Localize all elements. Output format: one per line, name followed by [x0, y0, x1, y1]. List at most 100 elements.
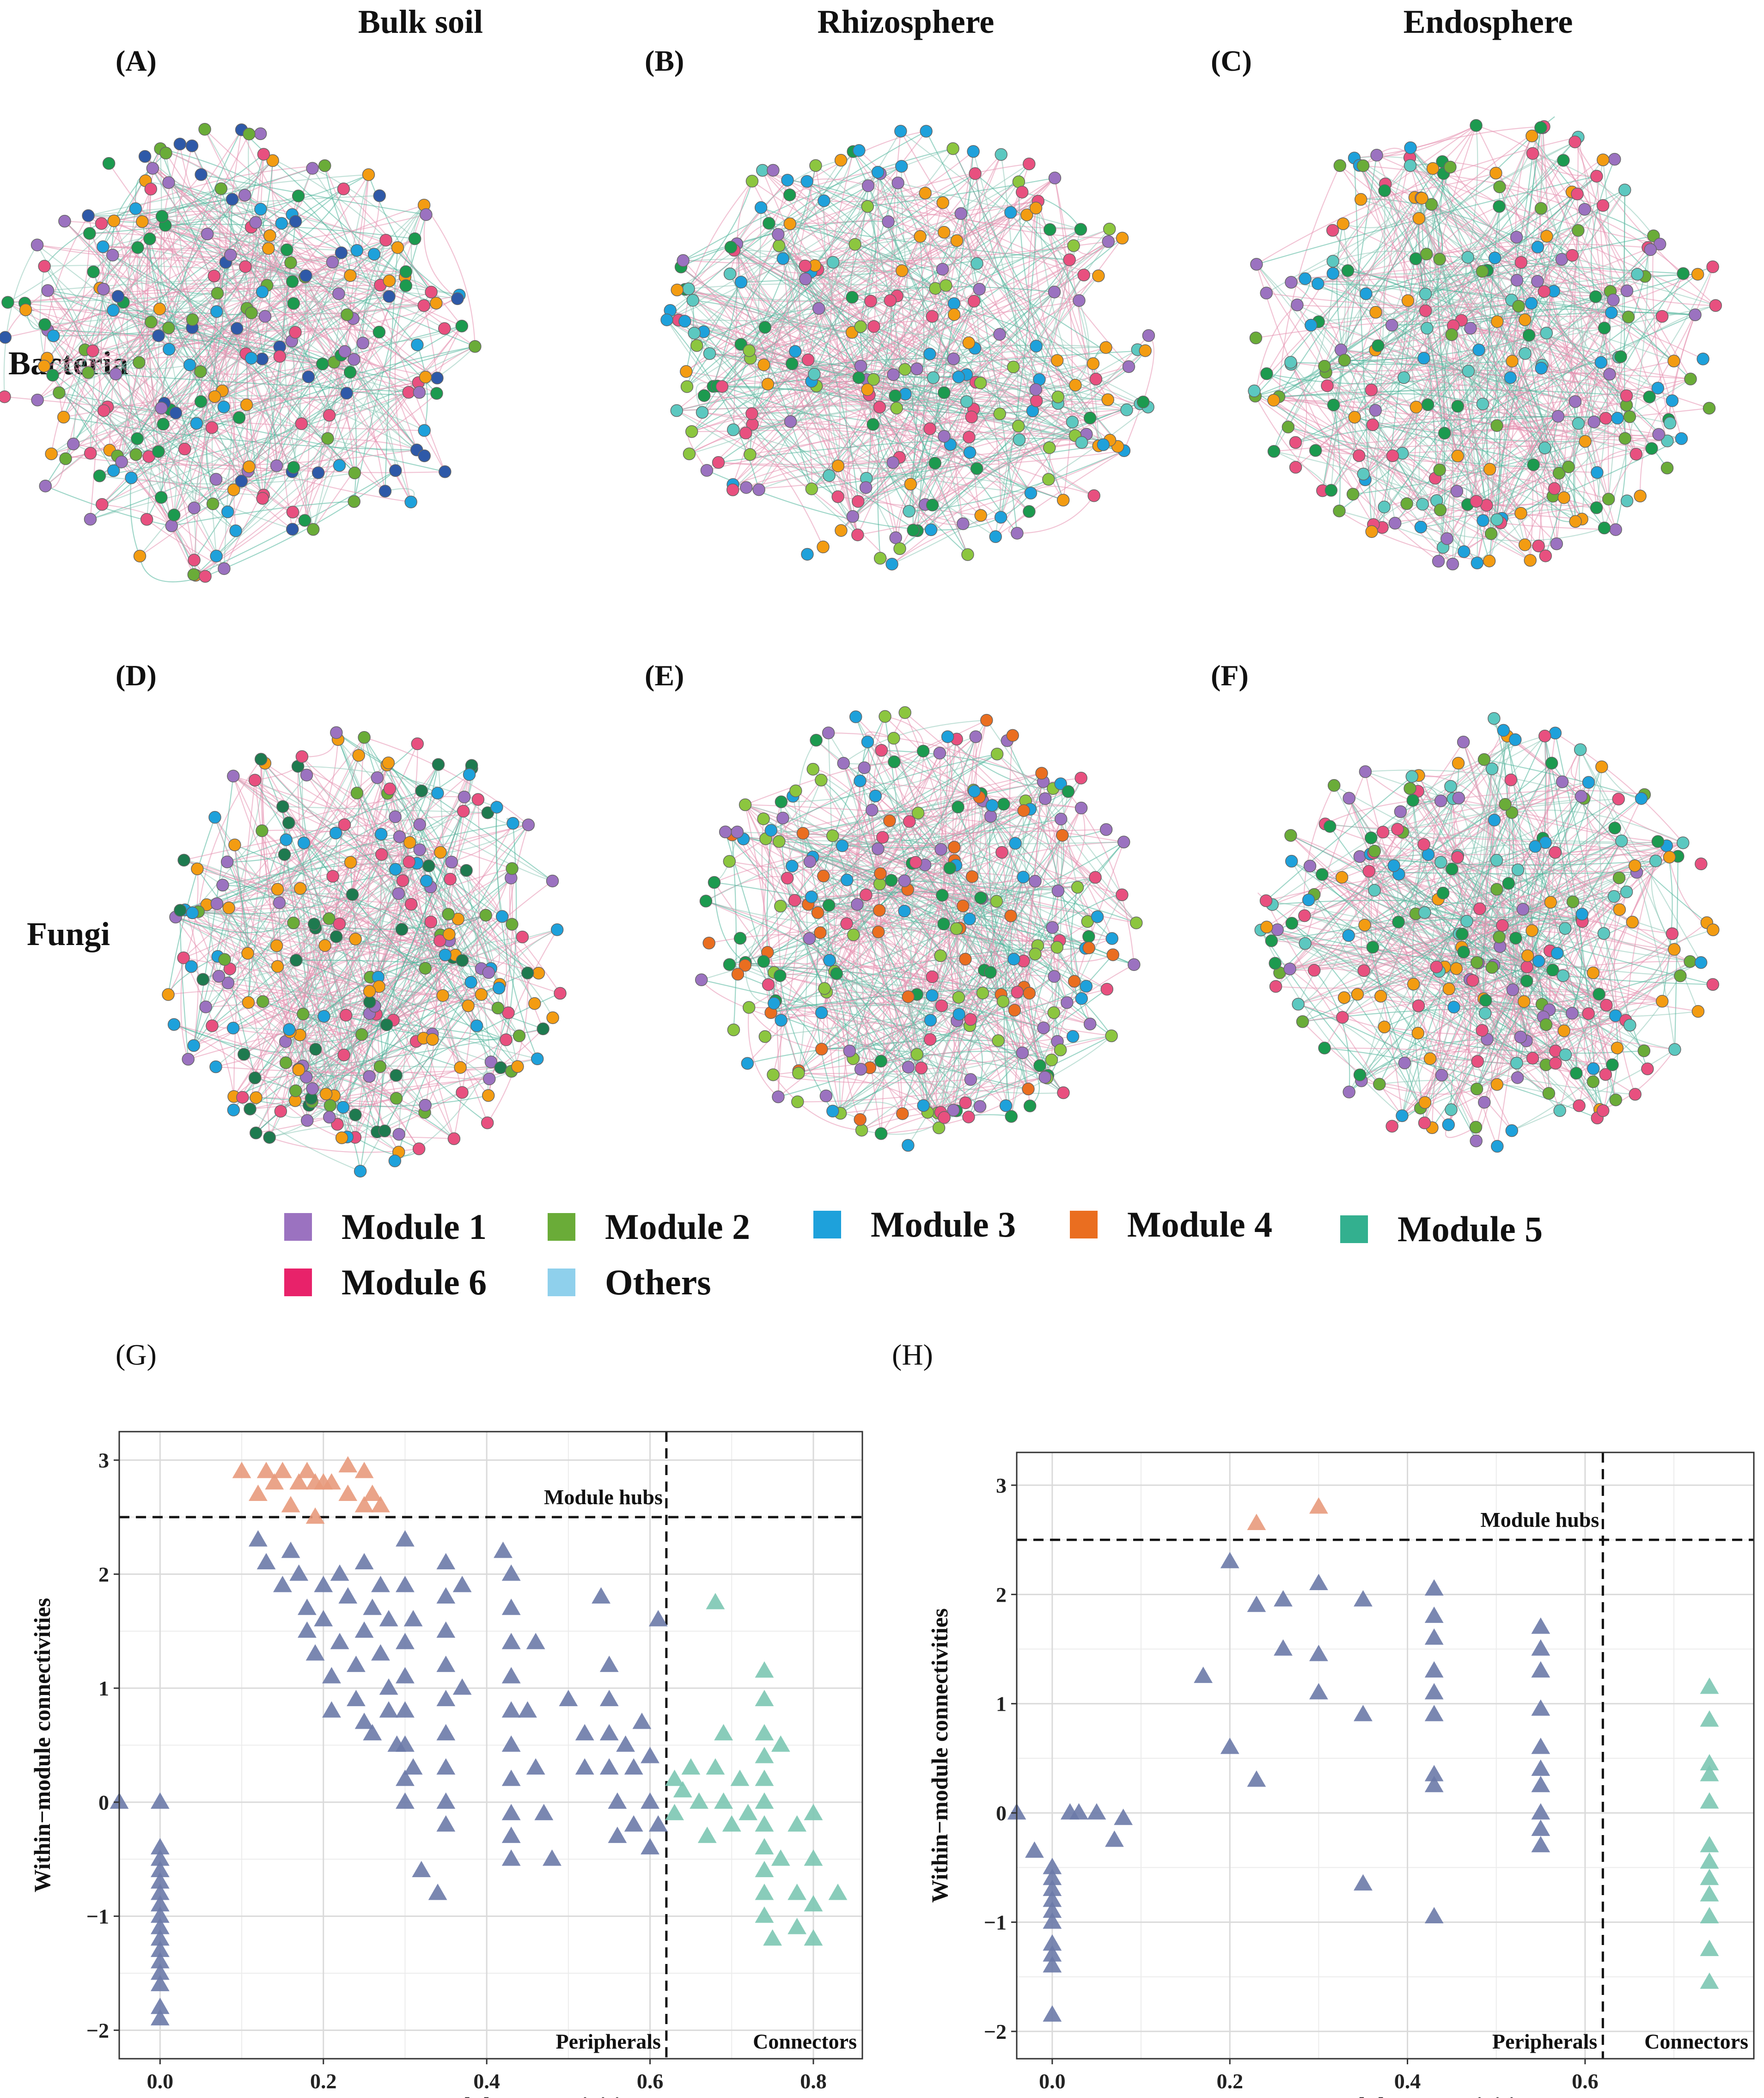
- network-bacteria-rhizosphere: [660, 125, 1155, 571]
- network-edge: [858, 349, 1138, 502]
- network-edge: [47, 358, 217, 480]
- network-node: [0, 331, 12, 344]
- network-edge: [806, 130, 927, 182]
- network-edge: [686, 352, 808, 372]
- network-node: [275, 217, 288, 230]
- network-edge: [222, 390, 328, 439]
- network-node: [39, 479, 52, 493]
- network-edge: [139, 205, 425, 557]
- network-edge: [956, 240, 1080, 301]
- network-node: [205, 421, 219, 434]
- network-node: [280, 243, 293, 256]
- network-node: [284, 256, 297, 269]
- network-edge: [216, 160, 274, 312]
- network-node: [273, 350, 287, 363]
- network-edge: [732, 165, 817, 485]
- network-edge: [721, 386, 838, 497]
- network-node: [84, 447, 97, 460]
- network-edges: [3, 128, 476, 583]
- network-edge: [47, 252, 342, 331]
- network-node: [194, 395, 208, 408]
- network-node: [287, 461, 300, 474]
- panel-label-c: (C): [1211, 44, 1252, 77]
- network-node: [254, 202, 267, 216]
- network-node: [93, 469, 106, 482]
- network-edge: [44, 266, 85, 350]
- network-edge: [168, 182, 333, 263]
- network-edge: [219, 189, 242, 482]
- network-node: [140, 513, 153, 526]
- network-edge: [931, 493, 1032, 531]
- x-axis-label: Among−module connectivities: [1237, 2092, 1534, 2098]
- network-edge: [165, 225, 437, 394]
- network-edge: [24, 303, 236, 531]
- network-edge: [121, 189, 152, 462]
- network-node: [155, 210, 169, 223]
- network-edge: [790, 163, 1030, 422]
- network-node: [419, 371, 432, 384]
- network-node: [38, 318, 51, 331]
- network-edge: [113, 310, 280, 348]
- network-node: [206, 497, 220, 511]
- x-tick-label: 0.0: [1039, 2069, 1066, 2093]
- network-edge: [904, 347, 1106, 373]
- network-edge: [324, 165, 418, 345]
- network-edge: [865, 228, 1110, 488]
- network-edge: [51, 302, 124, 454]
- network-edge: [423, 205, 476, 347]
- network-node: [106, 249, 119, 262]
- network-node: [194, 365, 207, 378]
- network-node: [348, 495, 360, 508]
- network-node: [389, 464, 402, 477]
- network-node: [333, 459, 346, 472]
- network-edge: [201, 174, 427, 215]
- network-node: [289, 326, 302, 339]
- network-node: [292, 189, 305, 202]
- network-edge: [103, 160, 273, 247]
- network-node: [115, 455, 128, 469]
- network-node: [367, 248, 381, 261]
- column-title-rhizosphere: Rhizosphere: [817, 3, 995, 40]
- network-edge: [165, 153, 217, 556]
- network-node: [286, 506, 299, 518]
- network-edge: [684, 181, 753, 290]
- network-node: [378, 485, 392, 498]
- network-edge: [999, 413, 1094, 496]
- network-edge: [973, 151, 1033, 411]
- network-edge: [90, 467, 294, 520]
- network-node: [210, 549, 223, 563]
- network-node: [188, 554, 201, 567]
- network-edge: [65, 403, 165, 459]
- network-edge: [721, 308, 819, 387]
- network-edge: [195, 382, 419, 576]
- network-node: [298, 514, 311, 527]
- network-node: [82, 366, 95, 379]
- network-edge: [860, 366, 968, 555]
- network-node: [209, 473, 223, 486]
- network-edge: [99, 382, 419, 476]
- network-edge: [131, 294, 460, 479]
- network-node: [152, 445, 165, 458]
- network-edge: [48, 290, 246, 354]
- network-node: [37, 360, 51, 373]
- network-node: [451, 292, 464, 305]
- network-edge: [216, 252, 342, 556]
- network-node: [289, 215, 302, 228]
- network-node: [133, 356, 146, 369]
- network-node: [57, 410, 70, 424]
- network-node: [295, 417, 308, 430]
- network-node: [221, 505, 234, 518]
- network-node: [226, 193, 239, 206]
- network-node: [411, 338, 424, 351]
- plot-background: [1017, 1452, 1754, 2059]
- network-node: [245, 306, 258, 319]
- network-edge: [214, 395, 425, 431]
- network-edge: [115, 188, 344, 375]
- network-node: [58, 214, 71, 228]
- network-node: [199, 570, 212, 583]
- x-tick-label: 0.6: [1572, 2069, 1599, 2093]
- network-node: [162, 176, 175, 189]
- network-edge: [108, 163, 217, 312]
- network-edge: [146, 518, 225, 569]
- network-edge: [1058, 350, 1146, 397]
